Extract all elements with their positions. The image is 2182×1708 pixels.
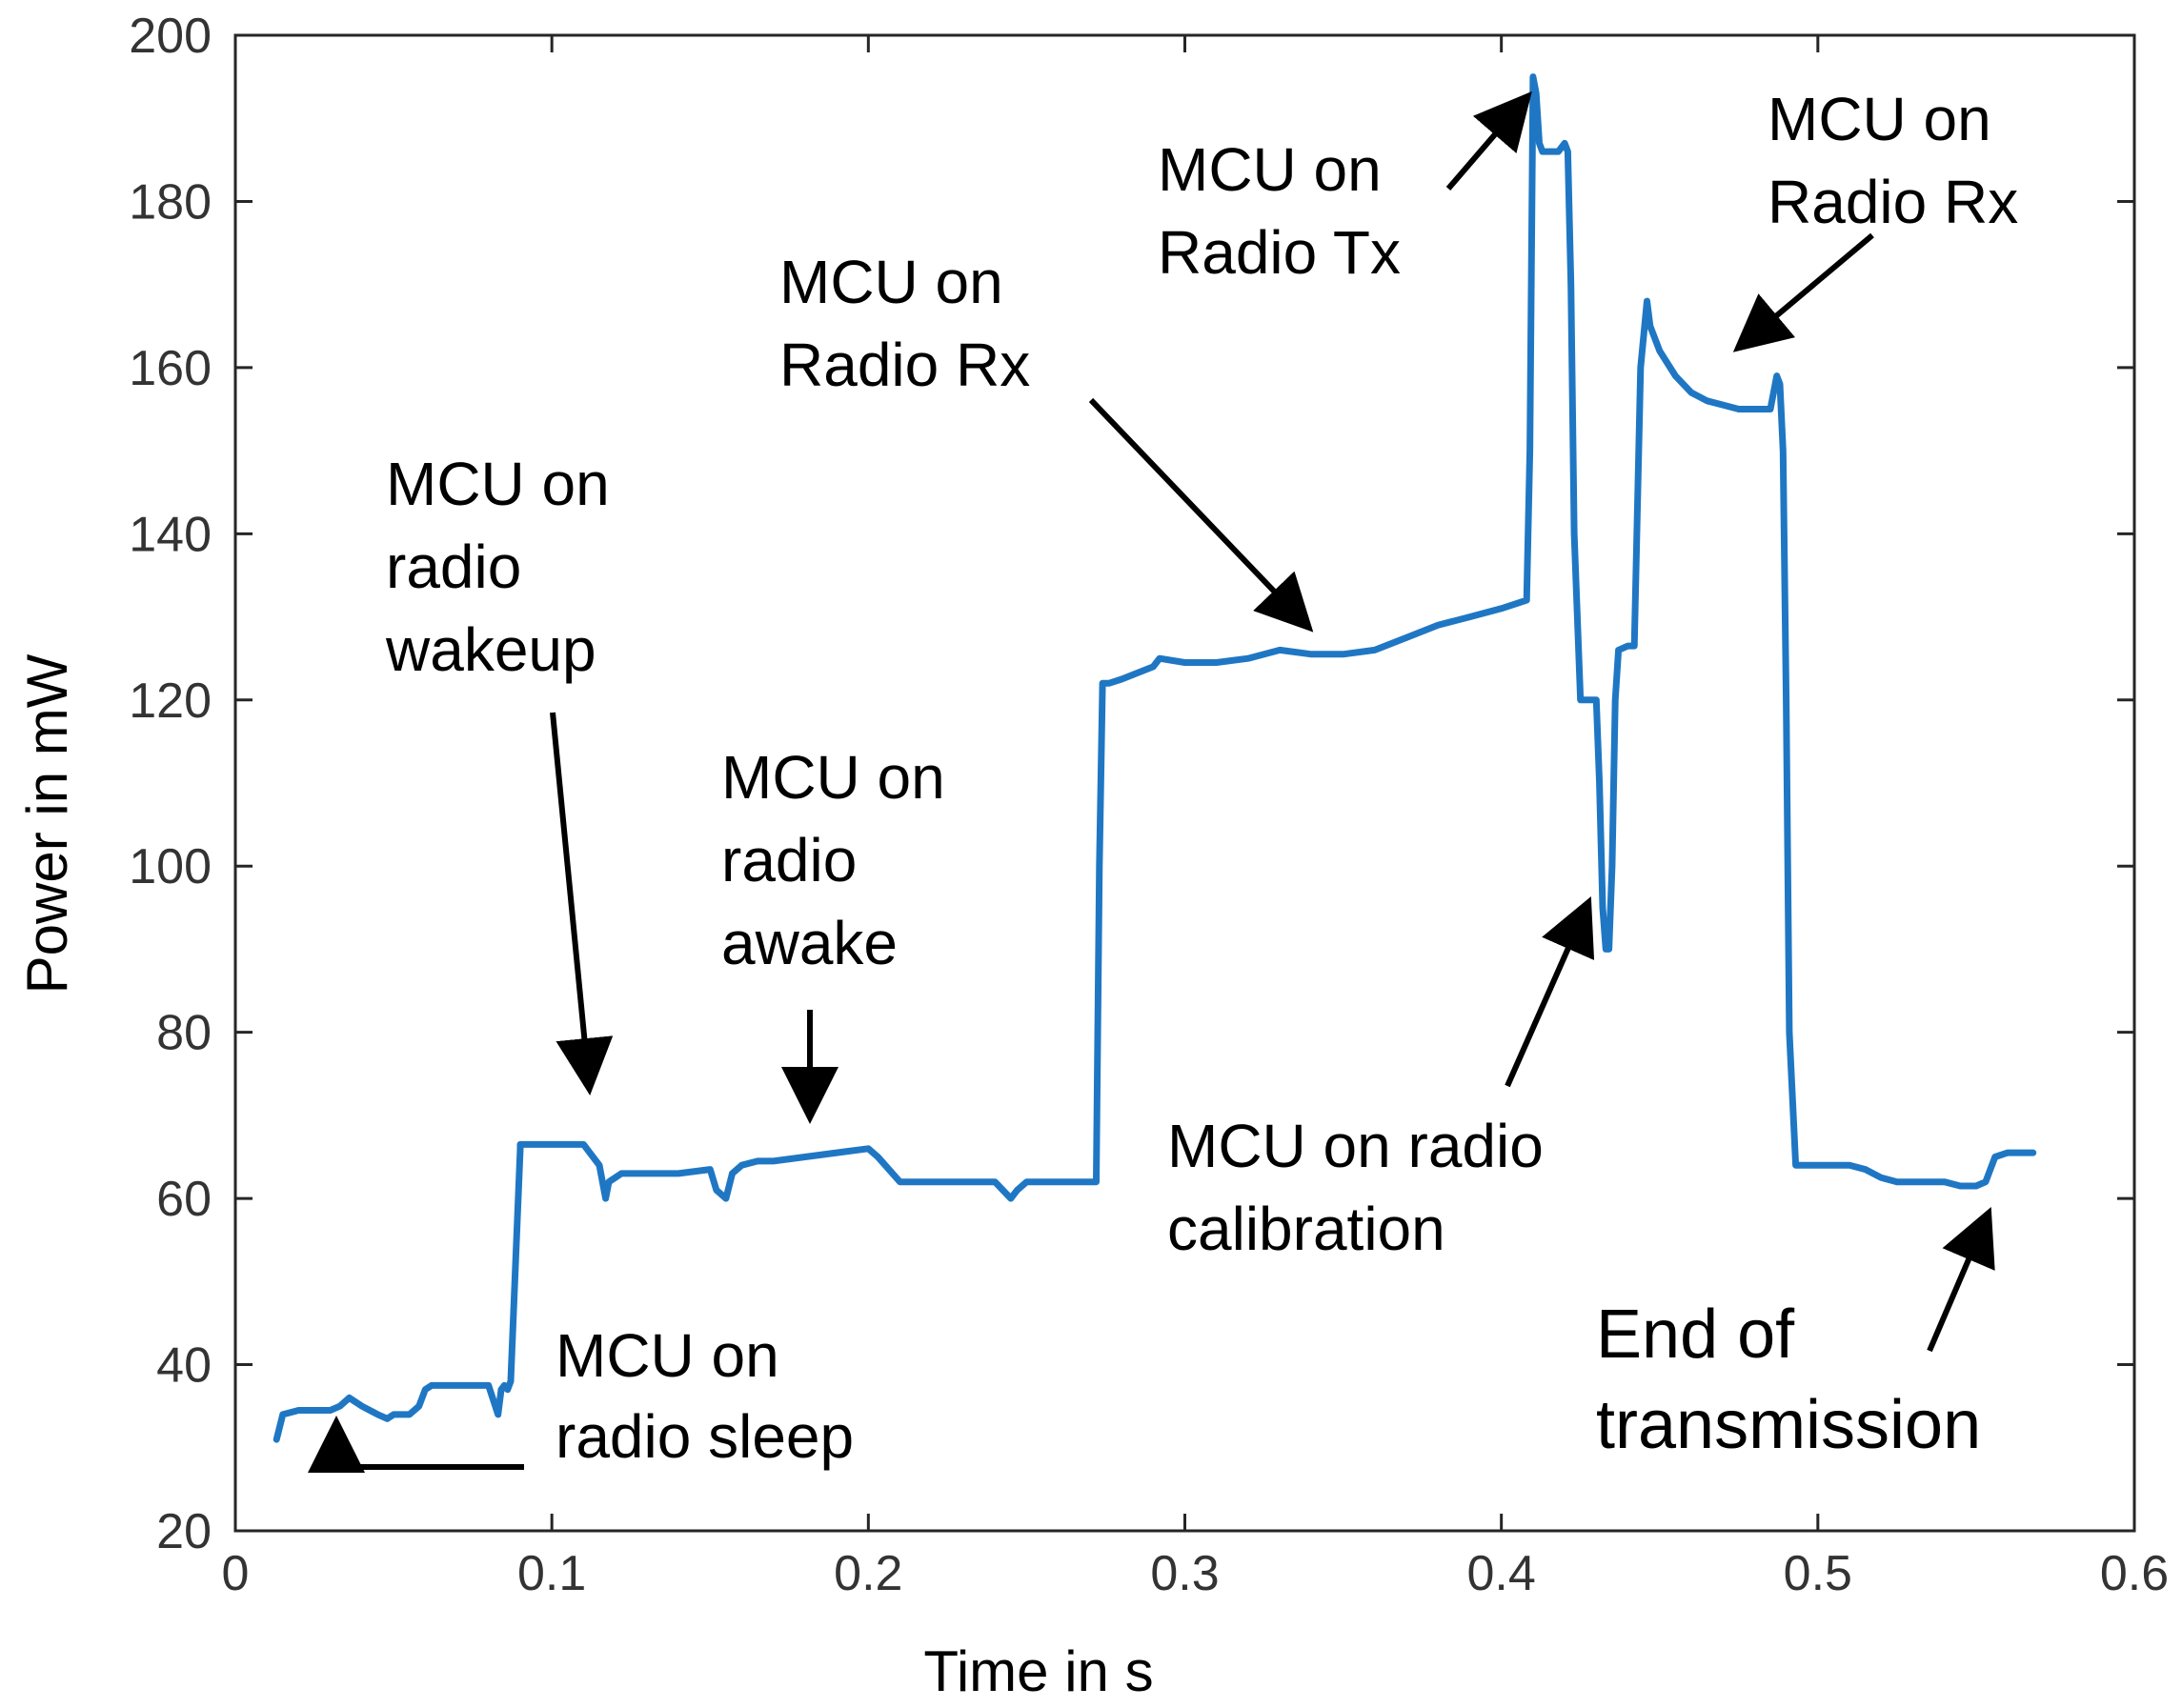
annotation-radio-wakeup-line1: MCU on xyxy=(386,450,610,518)
annotation-radio-sleep: MCU on radio sleep xyxy=(308,1321,854,1473)
annotation-radio-rx-2-line2: Radio Rx xyxy=(1768,168,2018,236)
annotation-radio-awake-line3: awake xyxy=(721,909,898,977)
annotation-radio-rx-1: MCU on Radio Rx xyxy=(779,248,1314,633)
y-tick-label: 80 xyxy=(156,1006,212,1061)
annotation-radio-tx-arrow xyxy=(1445,90,1532,191)
annotation-radio-calibration-line1: MCU on radio xyxy=(1167,1112,1544,1180)
annotation-end-of-transmission-line2: transmission xyxy=(1596,1387,1981,1463)
x-tick-label: 0.2 xyxy=(834,1546,902,1601)
annotation-radio-rx-2-line1: MCU on xyxy=(1768,85,1991,153)
ticks: 0 0.1 0.2 0.3 0.4 0.5 0.6 20 40 60 80 100 120 140 160 1… xyxy=(129,9,2169,1601)
x-tick-label: 0.5 xyxy=(1784,1546,1852,1601)
y-tick-label: 40 xyxy=(156,1338,212,1394)
annotation-radio-awake: MCU on radio awake xyxy=(721,743,945,1124)
x-tick-label: 0.3 xyxy=(1150,1546,1219,1601)
y-tick-label: 20 xyxy=(156,1504,212,1559)
annotation-radio-wakeup-arrow xyxy=(550,712,614,1095)
x-tick-label: 0.4 xyxy=(1467,1546,1536,1601)
x-tick-label: 0 xyxy=(222,1546,250,1601)
y-tick-label: 100 xyxy=(129,839,212,894)
annotation-radio-tx-line1: MCU on xyxy=(1158,135,1382,204)
annotation-radio-rx-2: MCU on Radio Rx xyxy=(1732,85,2018,352)
series xyxy=(273,73,2037,1443)
x-axis-title: Time in s xyxy=(923,1639,1153,1703)
annotation-radio-tx-line2: Radio Tx xyxy=(1158,218,1401,287)
annotation-radio-rx-1-line1: MCU on xyxy=(779,248,1003,316)
y-tick-label: 160 xyxy=(129,341,212,396)
annotation-radio-calibration: MCU on radio calibration xyxy=(1167,896,1595,1263)
x-tick-label: 0.1 xyxy=(517,1546,586,1601)
y-tick-label: 200 xyxy=(129,9,212,64)
series-line-power xyxy=(273,73,2037,1443)
annotation-radio-sleep-arrow xyxy=(308,1416,524,1473)
y-axis-title: Power in mW xyxy=(15,653,79,994)
annotation-radio-wakeup-line3: wakeup xyxy=(385,615,596,684)
annotation-radio-rx-2-arrow xyxy=(1732,232,1874,352)
y-tick-label: 120 xyxy=(129,673,212,729)
annotation-radio-calibration-arrow xyxy=(1505,896,1595,1088)
x-tick-label: 0.6 xyxy=(2100,1546,2169,1601)
annotation-radio-sleep-line2: radio sleep xyxy=(556,1402,854,1471)
annotation-radio-tx: MCU on Radio Tx xyxy=(1158,90,1532,287)
y-tick-label: 180 xyxy=(129,174,212,230)
annotation-end-of-transmission-arrow xyxy=(1927,1206,1995,1353)
annotation-end-of-transmission-line1: End of xyxy=(1596,1296,1795,1373)
annotation-radio-calibration-line2: calibration xyxy=(1167,1195,1445,1263)
annotation-radio-rx-1-line2: Radio Rx xyxy=(779,331,1030,399)
y-tick-label: 60 xyxy=(156,1172,212,1227)
annotation-radio-wakeup-line2: radio xyxy=(386,532,521,601)
annotation-radio-sleep-line1: MCU on xyxy=(556,1321,779,1390)
annotation-radio-awake-line2: radio xyxy=(721,826,857,894)
annotation-end-of-transmission: End of transmission xyxy=(1596,1206,1995,1463)
annotation-radio-rx-1-arrow xyxy=(1088,397,1314,633)
annotation-radio-wakeup: MCU on radio wakeup xyxy=(385,450,614,1095)
y-tick-label: 140 xyxy=(129,507,212,562)
annotation-radio-awake-line1: MCU on xyxy=(721,743,945,812)
